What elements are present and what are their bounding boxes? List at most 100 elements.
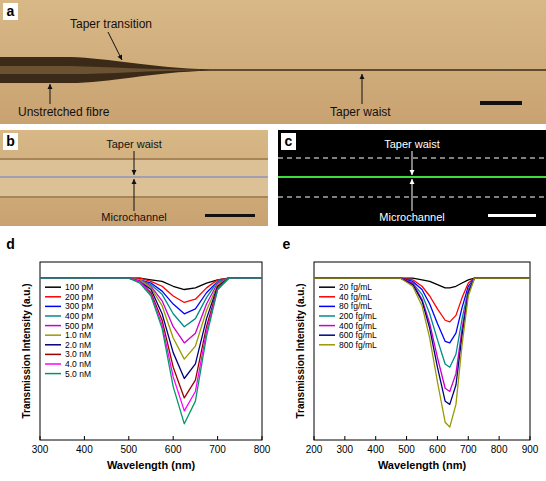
legend-label: 300 pM — [65, 301, 93, 311]
letter-box — [281, 133, 296, 150]
x-tick — [128, 436, 129, 440]
panel-letter: a — [7, 3, 15, 19]
panel-letter: d — [6, 236, 15, 252]
legend-label: 5.0 nM — [65, 369, 91, 379]
x-tick-label: 900 — [522, 444, 539, 455]
legend-swatch — [319, 296, 335, 298]
x-tick — [40, 436, 41, 440]
legend-swatch — [45, 325, 61, 327]
letter-box — [3, 3, 18, 20]
photo-bg — [278, 130, 546, 226]
panel-letter: c — [285, 133, 293, 149]
legend-swatch — [319, 334, 335, 336]
label: Microchannel — [379, 211, 444, 223]
series-line — [40, 278, 262, 411]
x-tick-label: 300 — [32, 444, 49, 455]
legend-swatch — [45, 373, 61, 375]
arrow-head — [360, 74, 365, 79]
x-tick-label: 700 — [209, 444, 226, 455]
x-tick-label: 500 — [120, 444, 137, 455]
label: Taper waist — [106, 138, 162, 150]
x-tick-label: 800 — [254, 444, 271, 455]
panel-c: c Taper waist Microchannel — [278, 130, 546, 226]
fibre-core — [0, 66, 200, 74]
arrow-head — [132, 179, 137, 184]
legend-swatch — [45, 354, 61, 356]
x-tick — [468, 436, 469, 440]
label: Taper waist — [384, 138, 440, 150]
legend-label: 400 fg/mL — [339, 321, 377, 331]
legend-swatch — [319, 286, 335, 288]
lines — [314, 278, 530, 427]
legend-swatch — [45, 315, 61, 317]
chart-e: e200300400500600700800900Wavelength (nm)… — [279, 236, 539, 471]
chart-d: d300400500600700800Wavelength (nm)Transm… — [3, 236, 271, 471]
legend-label: 400 pM — [65, 311, 93, 321]
legend-label: 200 pM — [65, 292, 93, 302]
x-tick — [217, 436, 218, 440]
x-tick — [173, 436, 174, 440]
legend-label: 800 fg/mL — [339, 340, 377, 350]
panel-b: b Taper waist Microchannel — [0, 130, 268, 226]
series-line — [40, 278, 262, 424]
legend-label: 80 fg/mL — [339, 301, 372, 311]
scale-bar — [480, 101, 522, 105]
panel-letter: b — [6, 133, 15, 149]
legend-swatch — [45, 306, 61, 308]
scale-bar — [488, 214, 536, 217]
series-line — [314, 278, 530, 404]
legend-swatch — [45, 344, 61, 346]
x-tick-label: 200 — [306, 444, 323, 455]
x-tick-label: 600 — [165, 444, 182, 455]
taper-waist — [0, 176, 268, 178]
arrow-head — [132, 170, 137, 175]
x-tick — [262, 436, 263, 440]
legend-label: 2.0 nM — [65, 340, 91, 350]
legend: 100 pM200 pM300 pM400 pM500 pM1.0 nM2.0 … — [45, 282, 93, 378]
legend-swatch — [319, 306, 335, 308]
legend: 20 fg/mL40 fg/mL80 fg/mL200 fg/mL400 fg/… — [319, 282, 377, 350]
legend-label: 100 pM — [65, 282, 93, 292]
panel-letter: e — [283, 236, 291, 252]
x-tick — [344, 436, 345, 440]
letter-box — [3, 133, 18, 150]
label: Unstretched fibre — [18, 105, 110, 119]
arrow-head — [48, 84, 53, 89]
panel-a: aTaper transitionUnstretched fibreTaper … — [0, 0, 546, 124]
legend-label: 40 fg/mL — [339, 292, 372, 302]
legend-swatch — [45, 363, 61, 365]
x-tick-label: 700 — [460, 444, 477, 455]
series-line — [314, 278, 530, 343]
x-tick-label: 600 — [429, 444, 446, 455]
photo-bg — [0, 130, 268, 226]
lines — [40, 278, 262, 424]
scale-bar — [205, 214, 255, 217]
x-tick — [84, 436, 85, 440]
x-tick-label: 500 — [398, 444, 415, 455]
legend-swatch — [45, 296, 61, 298]
series-line — [314, 278, 530, 367]
label: Microchannel — [101, 211, 166, 223]
series-line — [314, 278, 530, 427]
plot-frame — [40, 262, 262, 440]
figure: a Taper transition Unstretched fibre Taper … — [0, 0, 546, 481]
label: Taper transition — [70, 17, 152, 31]
arrow-line — [108, 32, 122, 60]
legend-label: 3.0 nM — [65, 349, 91, 359]
fibre — [0, 57, 546, 83]
x-tick — [406, 436, 407, 440]
x-tick — [499, 436, 500, 440]
legend-label: 1.0 nM — [65, 330, 91, 340]
legend-swatch — [45, 286, 61, 288]
series-line — [40, 278, 262, 327]
x-tick-label: 400 — [76, 444, 93, 455]
legend-label: 4.0 nM — [65, 359, 91, 369]
legend-label: 200 fg/mL — [339, 311, 377, 321]
photo-bg — [0, 0, 546, 124]
legend-swatch — [319, 325, 335, 327]
y-axis-title: Transmission Intensity (a.u.) — [21, 283, 32, 418]
arrow-head — [410, 179, 415, 184]
legend-label: 600 fg/mL — [339, 330, 377, 340]
arrow-head — [410, 170, 415, 175]
letter-box — [279, 236, 294, 253]
